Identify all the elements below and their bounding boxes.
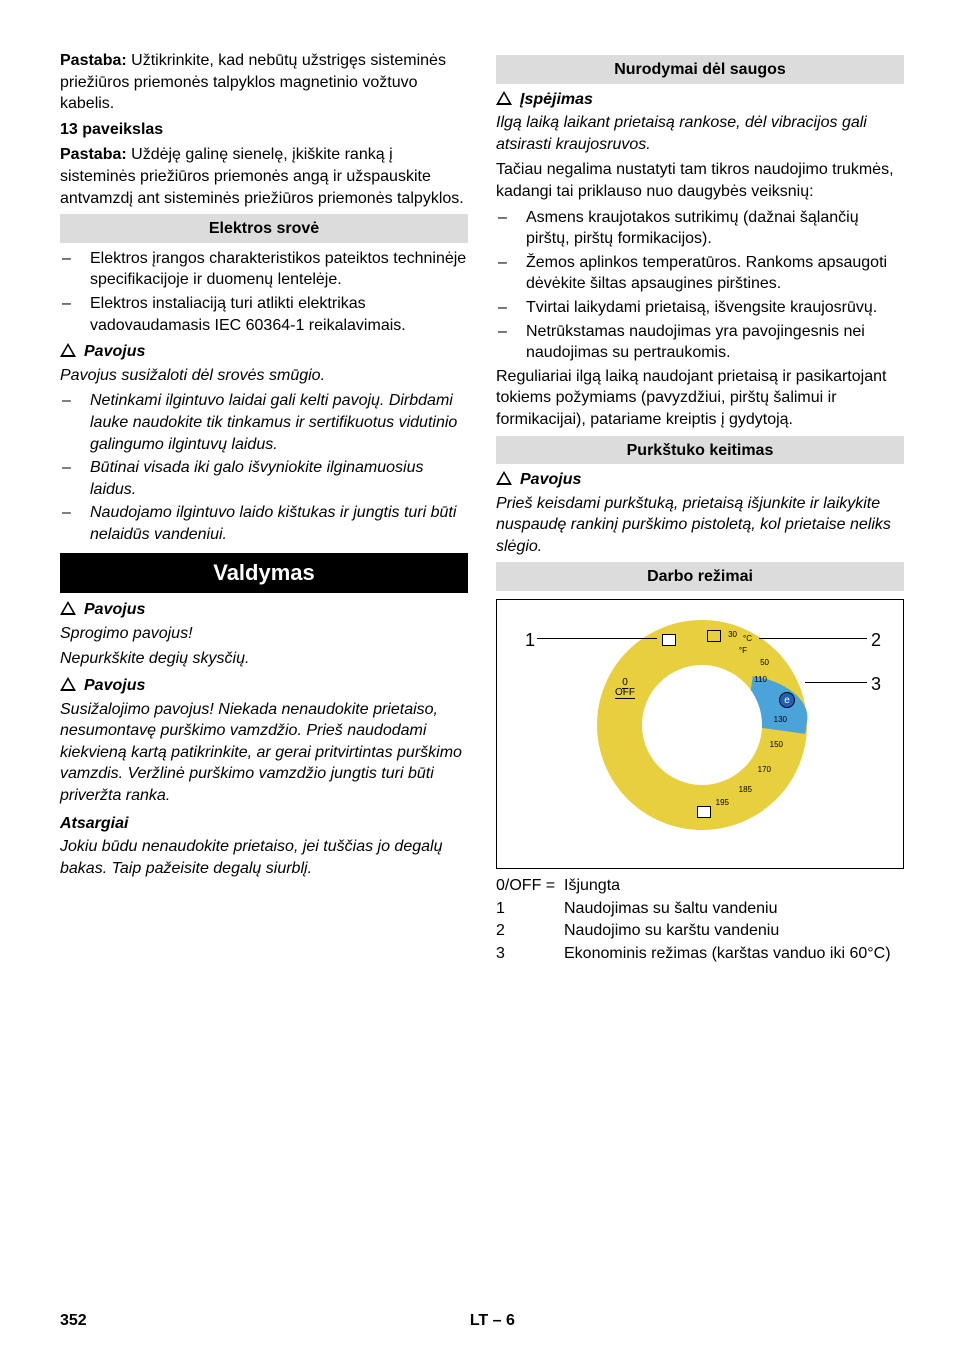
- eco-badge: e: [779, 692, 795, 708]
- list-item: Būtinai visada iki galo išvyniokite ilgi…: [60, 457, 468, 500]
- legend-row: 3Ekonominis režimas (karštas vanduo iki …: [496, 943, 904, 965]
- warning-icon: [60, 601, 76, 615]
- heading-electric: Elektros srovė: [60, 214, 468, 243]
- warning-text: Tačiau negalima nustatyti tam tikros nau…: [496, 159, 904, 202]
- list-item: Elektros instaliaciją turi atlikti elekt…: [60, 293, 468, 336]
- danger-text: Susižalojimo pavojus! Niekada nenaudokit…: [60, 699, 468, 807]
- legend-row: 2Naudojimo su karštu vandeniu: [496, 920, 904, 942]
- note-1: Pastaba: Užtikrinkite, kad nebūtų užstri…: [60, 50, 468, 115]
- heading-operation: Valdymas: [60, 553, 468, 593]
- danger-heading: Pavojus: [496, 469, 904, 491]
- mode-icon: [662, 634, 676, 646]
- list-item: Žemos aplinkos temperatūros. Rankoms aps…: [496, 252, 904, 295]
- leader-line: [759, 638, 867, 639]
- footer-center: LT – 6: [470, 1310, 515, 1332]
- right-column: Nurodymai dėl saugos Įspėjimas Ilgą laik…: [496, 50, 904, 965]
- dial-center: [642, 665, 762, 785]
- modes-legend: 0/OFF =Išjungta 1Naudojimas su šaltu van…: [496, 875, 904, 964]
- warning-text: Ilgą laiką laikant prietaisą rankose, dė…: [496, 112, 904, 155]
- warning-list: Asmens kraujotakos sutrikimų (dažnai šąl…: [496, 207, 904, 364]
- dial-off-label: 0 OFF: [615, 678, 635, 698]
- dial-ring: 0 OFF e 30 °C 50 °F 110 130 150 170 185 …: [597, 620, 807, 830]
- heading-modes: Darbo režimai: [496, 562, 904, 591]
- danger-heading: Pavojus: [60, 341, 468, 363]
- mode-icon: [707, 630, 721, 642]
- legend-row: 1Naudojimas su šaltu vandeniu: [496, 898, 904, 920]
- note-2: Pastaba: Uždėję galinę sienelę, įkiškite…: [60, 144, 468, 209]
- list-item: Netinkami ilgintuvo laidai gali kelti pa…: [60, 390, 468, 455]
- note-2-label: Pastaba:: [60, 146, 127, 163]
- list-item: Elektros įrangos charakteristikos pateik…: [60, 248, 468, 291]
- warning-icon: [60, 343, 76, 357]
- electric-list: Elektros įrangos charakteristikos pateik…: [60, 248, 468, 336]
- caution-text: Jokiu būdu nenaudokite prietaiso, jei tu…: [60, 836, 468, 879]
- heading-safety: Nurodymai dėl saugos: [496, 55, 904, 84]
- mode-icon: [697, 806, 711, 818]
- warning-icon: [496, 91, 512, 105]
- picture-label: 13 paveikslas: [60, 119, 468, 141]
- note-1-label: Pastaba:: [60, 52, 127, 69]
- left-column: Pastaba: Užtikrinkite, kad nebūtų užstri…: [60, 50, 468, 965]
- danger-text: Nepurkškite degių skysčių.: [60, 648, 468, 670]
- list-item: Tvirtai laikydami prietaisą, išvengsite …: [496, 297, 904, 319]
- list-item: Netrūkstamas naudojimas yra pavojingesni…: [496, 321, 904, 364]
- heading-nozzle: Purkštuko keitimas: [496, 436, 904, 465]
- caution-heading: Atsargiai: [60, 813, 468, 835]
- danger-text: Prieš keisdami purkštuką, prietaisą išju…: [496, 493, 904, 558]
- diagram-label-2: 2: [871, 628, 881, 652]
- legend-row: 0/OFF =Išjungta: [496, 875, 904, 897]
- warning-heading: Įspėjimas: [496, 89, 904, 111]
- page-number: 352: [60, 1310, 87, 1332]
- warning-icon: [496, 471, 512, 485]
- diagram-label-1: 1: [525, 628, 535, 652]
- list-item: Naudojamo ilgintuvo laido kištukas ir ju…: [60, 502, 468, 545]
- diagram-label-3: 3: [871, 672, 881, 696]
- list-item: Asmens kraujotakos sutrikimų (dažnai šąl…: [496, 207, 904, 250]
- modes-diagram: 0 OFF e 30 °C 50 °F 110 130 150 170 185 …: [496, 599, 904, 869]
- leader-line: [805, 682, 867, 683]
- danger-heading: Pavojus: [60, 675, 468, 697]
- warning-icon: [60, 677, 76, 691]
- danger-list: Netinkami ilgintuvo laidai gali kelti pa…: [60, 390, 468, 545]
- warning-text: Reguliariai ilgą laiką naudojant prietai…: [496, 366, 904, 431]
- page-footer: 352 LT – 6: [60, 1310, 898, 1332]
- danger-text: Pavojus susižaloti dėl srovės smūgio.: [60, 365, 468, 387]
- leader-line: [537, 638, 657, 639]
- danger-text: Sprogimo pavojus!: [60, 623, 468, 645]
- danger-heading: Pavojus: [60, 599, 468, 621]
